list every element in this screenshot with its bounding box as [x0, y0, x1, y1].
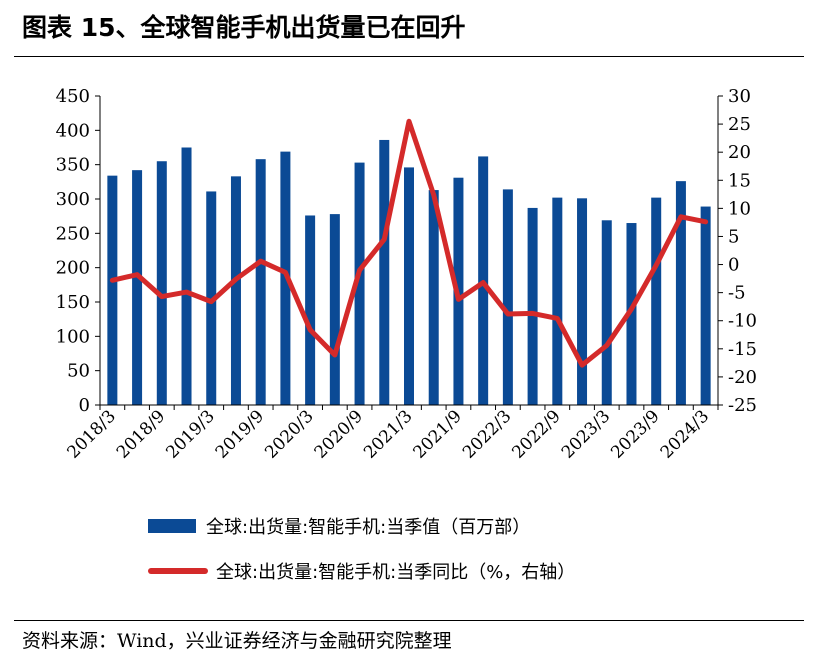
- right-tick-label: -15: [728, 339, 757, 360]
- bar-2023-3: [601, 220, 612, 405]
- left-tick-label: 150: [56, 292, 90, 313]
- left-tick-label: 450: [56, 86, 90, 107]
- legend-swatch-bar: [148, 519, 196, 533]
- bar-2019-3: [206, 191, 217, 405]
- chart-area: 050100150200250300350400450-25-20-15-10-…: [56, 86, 757, 463]
- right-tick-label: 30: [728, 86, 751, 107]
- bottom-divider: [14, 620, 804, 621]
- x-tick-label: 2023/3: [558, 406, 614, 462]
- x-tick-label: 2018/9: [113, 406, 169, 462]
- bar-2021-6: [428, 190, 439, 405]
- bar-2019-6: [230, 176, 241, 405]
- legend-label-line: 全球:出货量:智能手机:当季同比（%，右轴）: [216, 562, 576, 583]
- x-tick-label: 2019/3: [162, 406, 218, 462]
- bar-2023-12: [675, 181, 686, 405]
- bar-2020-6: [329, 214, 340, 405]
- chart-title: 图表 15、全球智能手机出货量已在回升: [22, 13, 466, 42]
- right-tick-label: 20: [728, 142, 751, 163]
- x-tick-label: 2019/9: [212, 406, 268, 462]
- left-tick-label: 300: [56, 189, 90, 210]
- right-tick-label: 10: [728, 198, 751, 219]
- x-tick-label: 2022/3: [459, 406, 515, 462]
- source-note: 资料来源：Wind，兴业证券经济与金融研究院整理: [22, 630, 452, 652]
- left-tick-label: 100: [56, 326, 90, 347]
- x-tick-label: 2018/3: [63, 406, 119, 462]
- x-tick-label: 2020/9: [311, 406, 367, 462]
- bar-2018-6: [132, 170, 143, 405]
- x-tick-label: 2024/3: [657, 406, 713, 462]
- yoy-growth-line: [109, 118, 709, 368]
- right-tick-label: -25: [728, 395, 757, 416]
- x-tick-label: 2022/9: [508, 406, 564, 462]
- right-tick-label: 25: [728, 114, 751, 135]
- bar-2018-3: [107, 175, 118, 405]
- x-tick-label: 2023/9: [607, 406, 663, 462]
- bar-2022-9: [552, 197, 563, 405]
- bar-2023-6: [626, 223, 637, 405]
- x-tick-label: 2020/3: [261, 406, 317, 462]
- legend-item-bar: 全球:出货量:智能手机:当季值（百万部）: [148, 513, 530, 539]
- bar-2018-12: [181, 147, 192, 405]
- left-tick-label: 250: [56, 223, 90, 244]
- left-tick-label: 50: [67, 361, 90, 382]
- right-tick-label: 0: [728, 255, 739, 276]
- bar-2022-12: [577, 198, 588, 405]
- x-tick-label: 2021/9: [410, 406, 466, 462]
- right-tick-label: 5: [728, 226, 739, 247]
- right-tick-label: -10: [728, 311, 757, 332]
- bar-2020-9: [354, 162, 365, 405]
- bar-2024-3: [700, 206, 711, 405]
- top-divider: [14, 56, 804, 57]
- bar-2019-9: [255, 159, 266, 405]
- right-tick-label: -20: [728, 367, 757, 388]
- right-tick-label: -5: [728, 283, 746, 304]
- bar-2023-9: [651, 197, 662, 405]
- legend-label-bar: 全球:出货量:智能手机:当季值（百万部）: [206, 517, 531, 538]
- left-tick-label: 200: [56, 258, 90, 279]
- legend-item-line: 全球:出货量:智能手机:当季同比（%，右轴）: [148, 558, 575, 584]
- bar-2020-3: [305, 215, 316, 405]
- right-tick-label: 15: [728, 170, 751, 191]
- left-tick-label: 400: [56, 120, 90, 141]
- left-tick-label: 0: [79, 395, 90, 416]
- legend-swatch-line: [148, 568, 208, 574]
- left-tick-label: 350: [56, 155, 90, 176]
- bar-2021-3: [404, 167, 414, 405]
- bar-2022-3: [502, 189, 513, 405]
- bar-2018-9: [156, 161, 167, 405]
- x-tick-label: 2021/3: [360, 406, 416, 462]
- bar-2022-6: [527, 207, 538, 405]
- bar-2020-12: [379, 139, 390, 406]
